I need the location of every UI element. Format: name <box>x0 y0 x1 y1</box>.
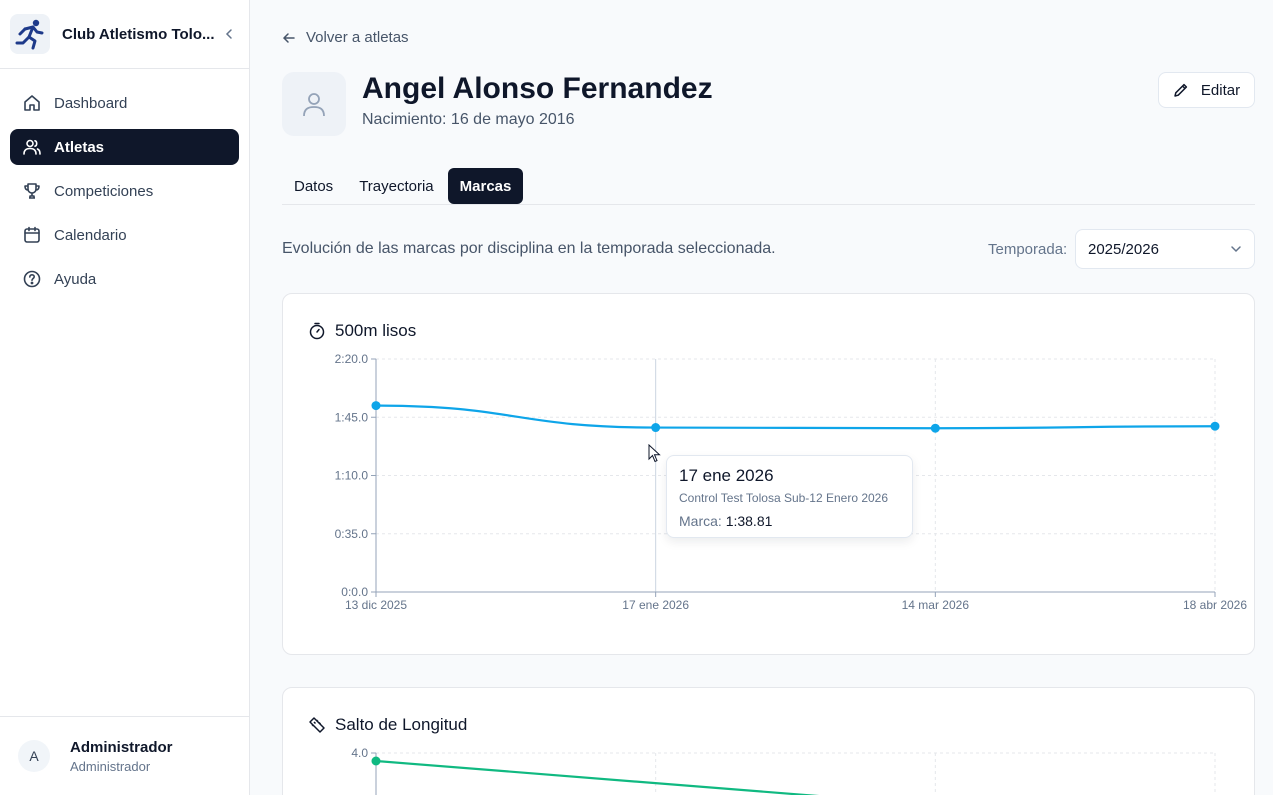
sidebar-item-label: Ayuda <box>54 270 97 288</box>
tooltip-mark-label: Marca: <box>679 513 722 529</box>
edit-button[interactable]: Editar <box>1158 72 1255 108</box>
x-tick-label: 18 abr 2026 <box>1183 598 1247 612</box>
birth-date: Nacimiento: 16 de mayo 2016 <box>362 111 575 128</box>
sidebar-item-label: Dashboard <box>54 94 128 112</box>
user-profile[interactable]: A Administrador Administrador <box>0 716 249 795</box>
x-tick-label: 17 ene 2026 <box>622 598 689 612</box>
back-link[interactable]: Volver a atletas <box>282 29 409 46</box>
chart-title: 500m lisos <box>335 321 417 340</box>
series-line <box>375 759 822 795</box>
user-icon <box>303 93 325 117</box>
series-line <box>375 404 1216 430</box>
chart-500m[interactable]: 0:0.0 0:35.0 1:10.0 1:45.0 2:20.0 13 dic 2025… <box>283 294 1254 654</box>
y-tick-label: 2:20.0 <box>335 352 369 366</box>
pencil-icon <box>1174 83 1188 97</box>
help-circle-icon <box>23 270 41 288</box>
brand-header: Club Atletismo Tolo... <box>0 0 249 69</box>
data-point <box>371 401 381 411</box>
sidebar-item-dashboard[interactable]: Dashboard <box>10 85 239 121</box>
tab-marcas[interactable]: Marcas <box>447 168 524 204</box>
section-description: Evolución de las marcas por disciplina e… <box>282 240 776 257</box>
y-tick-label: 0:0.0 <box>341 585 368 599</box>
users-icon <box>23 139 41 155</box>
home-icon <box>24 95 40 111</box>
sidebar-item-calendario[interactable]: Calendario <box>10 217 239 253</box>
sidebar: Club Atletismo Tolo... Dashboard Atletas… <box>0 0 250 795</box>
chart-card-500m: 500m lisos 0:0.0 0:35.0 1:10.0 1:45.0 2:20.0… <box>282 293 1255 655</box>
chart-card-salto-longitud: Salto de Longitud 4.0 <box>282 687 1255 795</box>
page-title: Angel Alonso Fernandez <box>362 72 713 105</box>
sidebar-nav: Dashboard Atletas Competiciones Calendar… <box>0 69 249 321</box>
arrow-left-icon <box>282 32 295 43</box>
tab-trayectoria[interactable]: Trayectoria <box>359 177 434 195</box>
avatar: A <box>18 740 50 772</box>
chart-salto-longitud[interactable]: 4.0 <box>283 688 1254 795</box>
season-value: 2025/2026 <box>1088 240 1159 258</box>
tooltip-event: Control Test Tolosa Sub-12 Enero 2026 <box>679 491 889 505</box>
y-tick-label: 0:35.0 <box>335 527 369 541</box>
x-tick-label: 13 dic 2025 <box>345 598 407 612</box>
chart-tooltip: 17 ene 2026 Control Test Tolosa Sub-12 E… <box>666 455 913 538</box>
tooltip-mark: Marca: 1:38.81 <box>679 513 900 529</box>
data-point <box>1210 421 1220 431</box>
sidebar-item-label: Calendario <box>54 226 127 244</box>
y-tick-label: 1:45.0 <box>335 410 369 424</box>
club-name: Club Atletismo Tolo... <box>62 25 215 43</box>
y-tick-label: 1:10.0 <box>335 469 369 483</box>
runner-logo-icon <box>10 14 50 54</box>
mouse-cursor-icon <box>648 444 661 463</box>
sidebar-item-label: Competiciones <box>54 182 154 200</box>
sidebar-item-ayuda[interactable]: Ayuda <box>10 261 239 297</box>
tooltip-mark-value: 1:38.81 <box>725 513 773 529</box>
season-select[interactable]: 2025/2026 <box>1075 229 1255 269</box>
calendar-icon <box>24 226 40 243</box>
x-tick-label: 14 mar 2026 <box>902 598 970 612</box>
chart-title: Salto de Longitud <box>335 715 468 734</box>
collapse-sidebar-button[interactable] <box>219 24 239 44</box>
sidebar-item-label: Atletas <box>54 138 105 156</box>
edit-label: Editar <box>1200 81 1241 99</box>
chevron-left-icon <box>225 29 232 39</box>
sidebar-item-atletas[interactable]: Atletas <box>10 129 239 165</box>
data-point <box>371 756 381 766</box>
tab-datos[interactable]: Datos <box>294 177 334 195</box>
sidebar-item-competiciones[interactable]: Competiciones <box>10 173 239 209</box>
y-tick-label: 4.0 <box>351 746 368 760</box>
back-link-label: Volver a atletas <box>306 29 409 46</box>
tab-bar: Datos Trayectoria Marcas <box>282 168 1255 205</box>
stopwatch-icon <box>309 322 325 340</box>
data-point <box>651 423 661 433</box>
user-role: Administrador <box>70 758 151 774</box>
season-label: Temporada: <box>988 241 1068 258</box>
athlete-avatar <box>282 72 346 136</box>
user-name: Administrador <box>70 738 173 756</box>
chevron-down-icon <box>1231 246 1241 253</box>
ruler-icon <box>309 717 325 733</box>
tooltip-date: 17 ene 2026 <box>679 466 774 485</box>
data-point <box>930 423 940 433</box>
trophy-icon <box>24 183 40 199</box>
